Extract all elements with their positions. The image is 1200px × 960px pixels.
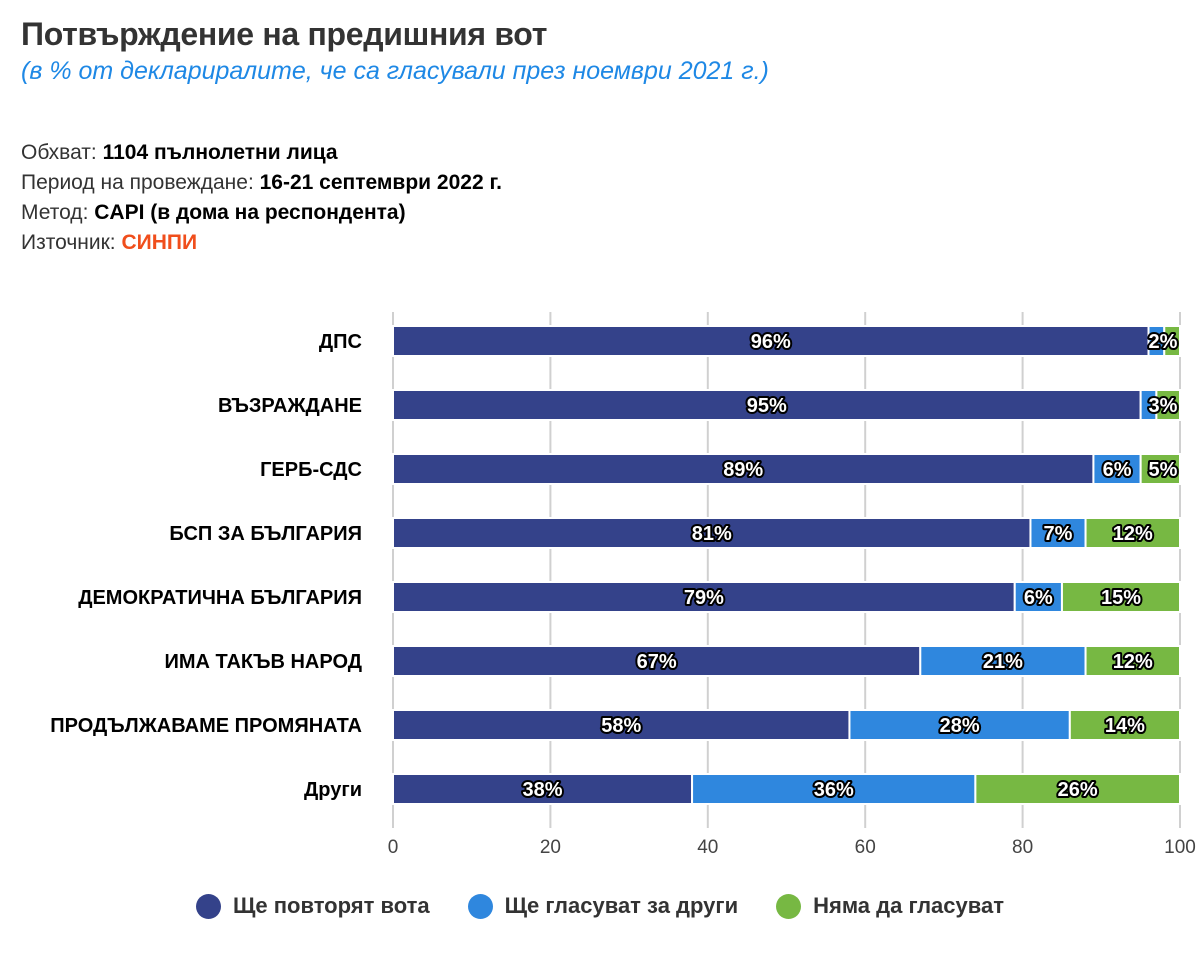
bar-segment-novote[interactable] xyxy=(1139,453,1182,485)
bar-segment-novote[interactable] xyxy=(1060,581,1181,613)
stacked-bar-chart: 96% 2% 95% 3% 89% 6% 5% 81% 7% 12% 79% 6% 15% 67% 21% 1… xyxy=(50,312,1196,858)
x-axis-ticks: 0 20 40 60 80 100 xyxy=(388,837,1196,858)
bar-segment-repeat[interactable] xyxy=(392,389,1142,421)
survey-info: Обхват: 1104 пълнолетни лица Период на п… xyxy=(21,138,502,258)
bar-segment-other[interactable] xyxy=(1029,517,1087,549)
data-label: 95% xyxy=(747,395,787,417)
bar-segment-other[interactable] xyxy=(1092,453,1142,485)
meta-method: Метод: CAPI (в дома на респондента) xyxy=(21,198,502,228)
data-label: 6% xyxy=(1024,587,1053,609)
category-label: ПРОДЪЛЖАВАМЕ ПРОМЯНАТА xyxy=(50,715,362,737)
meta-coverage: Обхват: 1104 пълнолетни лица xyxy=(21,138,502,168)
data-label: 89% xyxy=(723,459,763,481)
bar-segment-other[interactable] xyxy=(691,773,977,805)
meta-value: 16-21 септември 2022 г. xyxy=(259,171,502,194)
category-label: БСП ЗА БЪЛГАРИЯ xyxy=(169,523,362,545)
meta-label: Период на провеждане: xyxy=(21,171,260,194)
x-tick-label: 80 xyxy=(1012,837,1033,858)
x-tick-label: 60 xyxy=(855,837,876,858)
data-label: 79% xyxy=(684,587,724,609)
legend-swatch-novote xyxy=(776,893,802,919)
meta-value: CAPI (в дома на респондента) xyxy=(94,201,406,224)
bar-segment-novote[interactable] xyxy=(1084,645,1182,677)
category-label: ИМА ТАКЪВ НАРОД xyxy=(164,651,362,673)
category-label: Други xyxy=(304,779,362,801)
data-label: 67% xyxy=(637,651,677,673)
data-label: 2% xyxy=(1149,331,1178,353)
bar-segment-repeat[interactable] xyxy=(392,581,1016,613)
meta-source: Източник: СИНПИ xyxy=(21,228,502,258)
data-label: 81% xyxy=(692,523,732,545)
chart-title: Потвърждение на предишния вот xyxy=(21,16,548,52)
category-label: ДЕМОКРАТИЧНА БЪЛГАРИЯ xyxy=(78,587,362,609)
x-tick-label: 100 xyxy=(1164,837,1196,858)
legend-swatch-repeat xyxy=(195,893,221,919)
meta-value: 1104 пълнолетни лица xyxy=(102,141,338,164)
category-label: ГЕРБ-СДС xyxy=(260,459,362,481)
meta-label: Обхват: xyxy=(21,141,103,164)
category-label: ВЪЗРАЖДАНЕ xyxy=(218,395,362,417)
bar-segment-novote[interactable] xyxy=(974,773,1181,805)
bar-segment-repeat[interactable] xyxy=(392,517,1032,549)
data-label: 12% xyxy=(1113,523,1153,545)
meta-period: Период на провеждане: 16-21 септември 20… xyxy=(21,168,502,198)
legend-label: Няма да гласуват xyxy=(813,893,1005,918)
data-label: 38% xyxy=(523,779,563,801)
chart-subtitle: (в % от деклариралите, че са гласували п… xyxy=(21,57,769,85)
data-label: 28% xyxy=(940,715,980,737)
legend-item-repeat[interactable]: Ще повторят вота xyxy=(195,893,430,919)
data-label: 36% xyxy=(814,779,854,801)
legend-label: Ще гласуват за други xyxy=(504,893,739,918)
data-label: 21% xyxy=(983,651,1023,673)
x-tick-label: 40 xyxy=(697,837,718,858)
data-label: 6% xyxy=(1103,459,1132,481)
x-tick-label: 20 xyxy=(540,837,561,858)
data-label: 96% xyxy=(751,331,791,353)
bars: 96% 2% 95% 3% 89% 6% 5% 81% 7% 12% 79% 6% 15% 67% 21% 1… xyxy=(392,325,1182,805)
source-link[interactable]: СИНПИ xyxy=(121,231,198,254)
bar-segment-other[interactable] xyxy=(919,645,1087,677)
bar-segment-novote[interactable] xyxy=(1084,517,1182,549)
legend-item-novote[interactable]: Няма да гласуват xyxy=(776,893,1004,919)
x-tick-label: 0 xyxy=(388,837,399,858)
data-label: 26% xyxy=(1058,779,1098,801)
bar-segment-repeat[interactable] xyxy=(392,645,922,677)
meta-label: Метод: xyxy=(21,201,95,224)
bar-segment-repeat[interactable] xyxy=(392,773,694,805)
bar-segment-novote[interactable] xyxy=(1155,389,1182,421)
legend: Ще повторят вота Ще гласуват за други Ня… xyxy=(0,893,1200,919)
bar-segment-novote[interactable] xyxy=(1068,709,1181,741)
bar-segment-other[interactable] xyxy=(848,709,1071,741)
legend-label: Ще повторят вота xyxy=(232,893,430,918)
category-label: ДПС xyxy=(319,331,362,353)
data-label: 3% xyxy=(1149,395,1178,417)
legend-item-other[interactable]: Ще гласуват за други xyxy=(467,893,739,919)
meta-label: Източник: xyxy=(21,231,122,254)
data-label: 14% xyxy=(1105,715,1145,737)
data-label: 58% xyxy=(601,715,641,737)
data-label: 7% xyxy=(1044,523,1073,545)
data-label: 15% xyxy=(1101,587,1141,609)
bar-segment-novote[interactable] xyxy=(1163,325,1182,357)
data-label: 12% xyxy=(1113,651,1153,673)
category-labels: ДПС ВЪЗРАЖДАНЕ ГЕРБ-СДС БСП ЗА БЪЛГАРИЯ ДЕМО… xyxy=(50,331,362,801)
bar-segment-other[interactable] xyxy=(1013,581,1063,613)
bar-segment-repeat[interactable] xyxy=(392,709,851,741)
legend-swatch-other xyxy=(467,893,493,919)
data-label: 5% xyxy=(1149,459,1178,481)
